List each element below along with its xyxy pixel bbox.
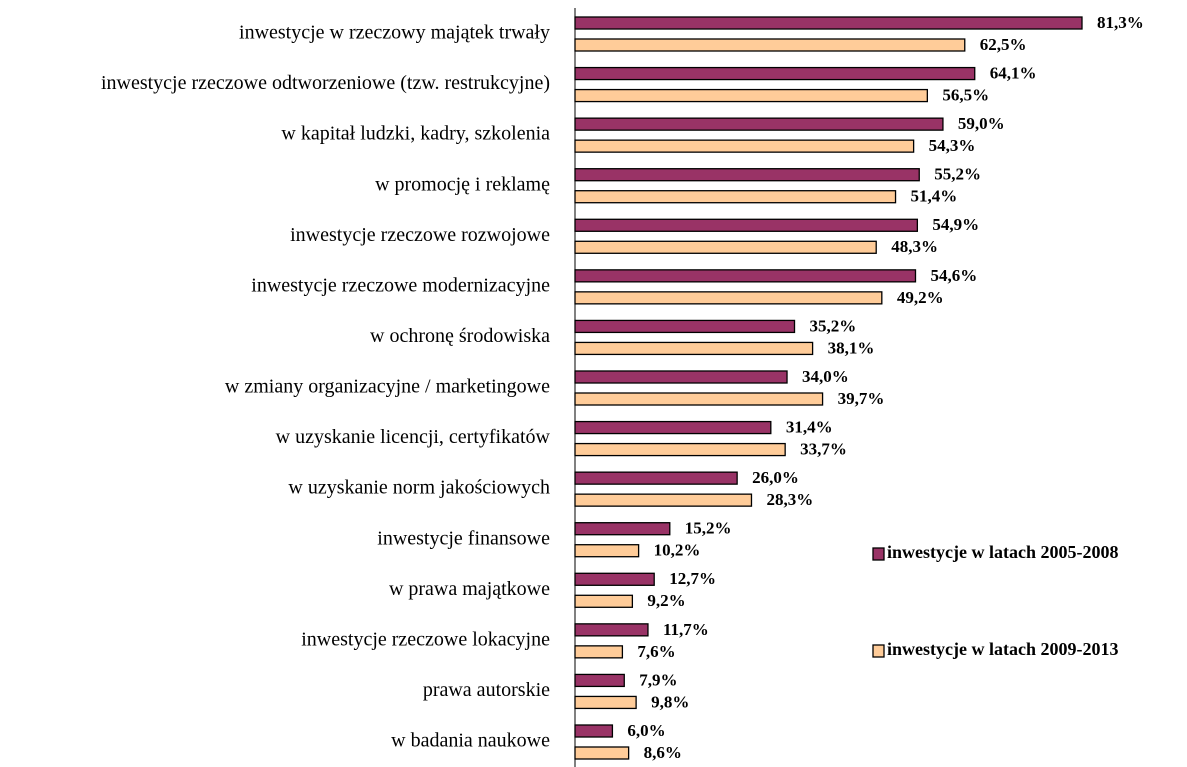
value-label: 56,5% — [942, 85, 989, 104]
legend-swatch — [872, 547, 885, 561]
value-label: 28,3% — [766, 490, 813, 509]
bar — [574, 88, 928, 103]
bar — [574, 190, 897, 204]
value-label: 54,3% — [929, 136, 976, 155]
value-label: 39,7% — [838, 389, 885, 408]
bar — [574, 319, 796, 334]
legend-label: inwestycje w latach 2009-2013 — [887, 639, 1118, 659]
bar — [574, 695, 637, 710]
legend-swatch — [872, 644, 885, 658]
value-label: 11,7% — [663, 620, 709, 639]
value-label: 34,0% — [802, 367, 849, 386]
value-label: 38,1% — [828, 338, 875, 357]
category-label: w zmiany organizacyjne / marketingowe — [225, 376, 550, 398]
value-label: 31,4% — [786, 417, 833, 436]
bar — [574, 645, 624, 659]
category-label: inwestycje rzeczowe lokacyjne — [301, 628, 550, 650]
category-label: prawa autorskie — [423, 679, 550, 701]
category-label: inwestycje rzeczowe odtworzeniowe (tzw. … — [101, 72, 550, 94]
bar — [574, 522, 671, 536]
value-label: 54,6% — [930, 266, 977, 285]
bar — [574, 38, 966, 52]
bar — [574, 392, 824, 406]
value-label: 62,5% — [980, 35, 1027, 54]
value-label: 10,2% — [654, 541, 701, 560]
value-label: 9,8% — [651, 692, 689, 711]
category-label: inwestycje rzeczowe modernizacyjne — [251, 274, 550, 296]
category-label: inwestycje finansowe — [377, 527, 550, 549]
bar — [574, 16, 1083, 30]
category-label: w uzyskanie norm jakościowych — [288, 477, 550, 499]
bar — [574, 240, 877, 254]
category-label: w promocję i reklamę — [375, 173, 550, 195]
value-label: 6,0% — [627, 721, 665, 740]
category-label: w ochronę środowiska — [370, 325, 550, 347]
legend-label: inwestycje w latach 2005-2008 — [887, 542, 1118, 562]
bar — [574, 341, 814, 356]
value-label: 9,2% — [647, 591, 685, 610]
bar — [574, 493, 753, 507]
value-label: 51,4% — [911, 187, 958, 206]
value-label: 48,3% — [891, 237, 938, 256]
value-label: 81,3% — [1097, 13, 1144, 32]
bar — [574, 673, 625, 688]
category-label: inwestycje rzeczowe rozwojowe — [290, 224, 550, 246]
bar — [574, 168, 920, 182]
category-label: w uzyskanie licencji, certyfikatów — [276, 426, 551, 448]
bar — [574, 572, 655, 586]
bar — [574, 420, 772, 435]
bar — [574, 594, 634, 608]
value-label: 59,0% — [958, 114, 1005, 133]
bar — [574, 724, 614, 738]
bar — [574, 746, 630, 760]
value-label: 33,7% — [800, 439, 847, 458]
value-label: 15,2% — [685, 519, 732, 538]
value-label: 35,2% — [810, 316, 857, 335]
category-label: w badania naukowe — [391, 730, 550, 752]
bar — [574, 218, 919, 232]
value-label: 7,9% — [639, 670, 677, 689]
bar — [574, 370, 788, 384]
bar — [574, 291, 883, 305]
bar — [574, 269, 917, 283]
bar — [574, 117, 944, 131]
bar — [574, 471, 738, 485]
bar — [574, 66, 976, 81]
category-label: inwestycje w rzeczowy majątek trwały — [239, 22, 550, 44]
bar — [574, 139, 915, 153]
value-label: 54,9% — [932, 215, 979, 234]
value-label: 8,6% — [644, 743, 682, 762]
value-label: 55,2% — [934, 165, 981, 184]
value-label: 12,7% — [669, 569, 716, 588]
bar — [574, 623, 649, 637]
category-label: w prawa majątkowe — [389, 578, 550, 600]
value-label: 26,0% — [752, 468, 799, 487]
value-label: 49,2% — [897, 288, 944, 307]
bar — [574, 544, 640, 558]
value-label: 7,6% — [637, 642, 675, 661]
bar — [574, 442, 786, 457]
value-label: 64,1% — [990, 63, 1037, 82]
category-label: w kapitał ludzki, kadry, szkolenia — [281, 123, 550, 145]
